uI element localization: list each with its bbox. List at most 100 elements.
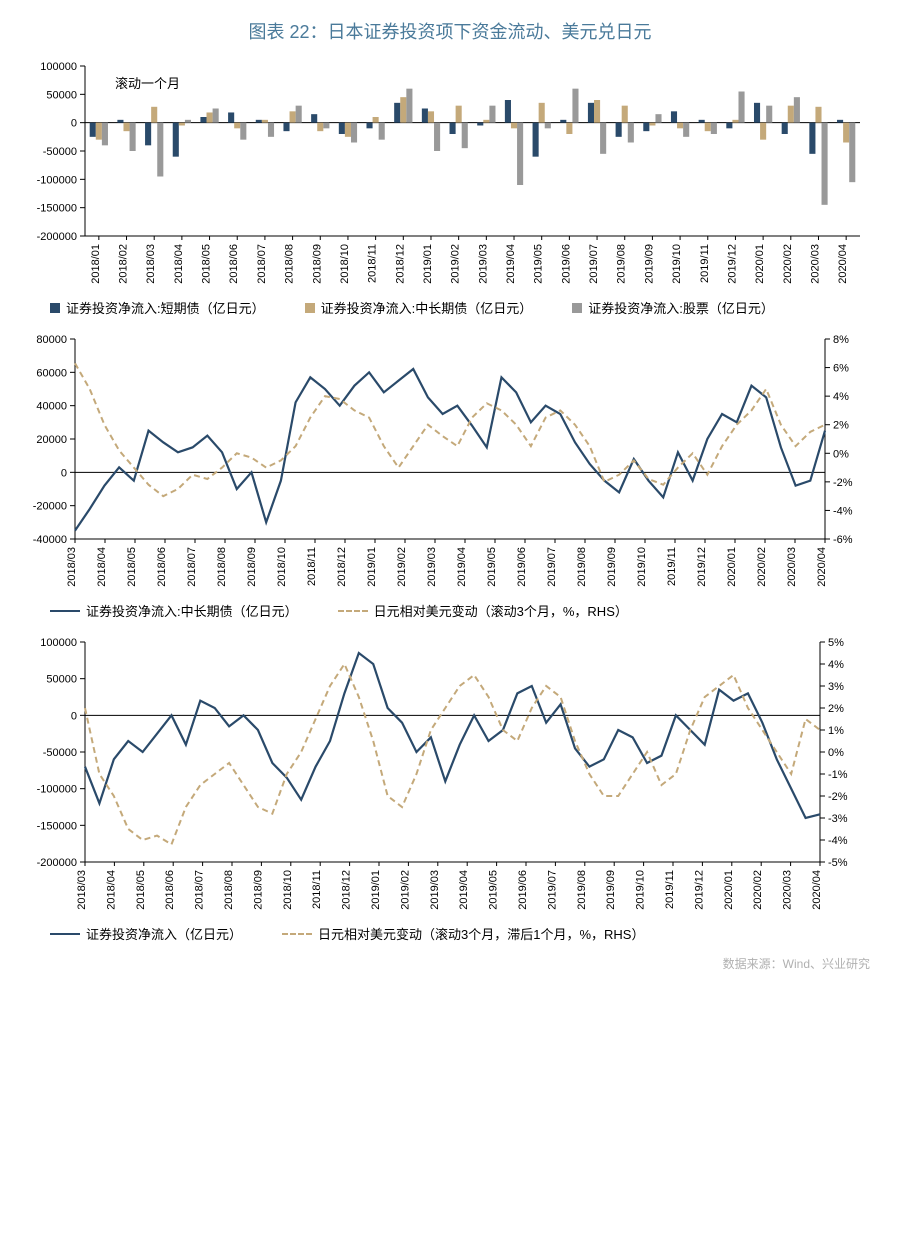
svg-text:-150000: -150000 bbox=[37, 820, 77, 832]
svg-text:2019/04: 2019/04 bbox=[458, 870, 470, 910]
legend-item: 证券投资净流入:中长期债（亿日元） bbox=[305, 298, 533, 317]
svg-text:2018/04: 2018/04 bbox=[173, 244, 185, 284]
svg-text:2019/07: 2019/07 bbox=[588, 244, 600, 284]
svg-text:100000: 100000 bbox=[40, 61, 77, 73]
svg-text:2018/10: 2018/10 bbox=[339, 244, 351, 284]
svg-text:2018/12: 2018/12 bbox=[336, 547, 348, 587]
svg-text:2019/06: 2019/06 bbox=[516, 547, 528, 587]
svg-text:2020/04: 2020/04 bbox=[811, 870, 823, 910]
svg-text:2019/02: 2019/02 bbox=[399, 870, 411, 910]
legend-item: 证券投资净流入（亿日元） bbox=[50, 924, 242, 943]
svg-text:2018/09: 2018/09 bbox=[311, 244, 323, 284]
svg-text:0: 0 bbox=[71, 118, 77, 130]
svg-text:2020/02: 2020/02 bbox=[756, 547, 768, 587]
svg-text:-3%: -3% bbox=[828, 813, 848, 825]
svg-text:2018/04: 2018/04 bbox=[96, 547, 108, 587]
svg-text:2018/07: 2018/07 bbox=[256, 244, 268, 284]
legend-item: 日元相对美元变动（滚动3个月，%，RHS） bbox=[338, 601, 628, 620]
svg-text:2018/03: 2018/03 bbox=[145, 244, 157, 284]
svg-text:滚动一个月: 滚动一个月 bbox=[115, 76, 180, 91]
svg-text:5%: 5% bbox=[828, 637, 844, 649]
chart2-legend: 证券投资净流入:中长期债（亿日元） 日元相对美元变动（滚动3个月，%，RHS） bbox=[10, 599, 890, 624]
svg-text:4%: 4% bbox=[833, 391, 849, 403]
svg-text:2019/12: 2019/12 bbox=[726, 244, 738, 284]
svg-text:-100000: -100000 bbox=[37, 784, 77, 796]
svg-text:50000: 50000 bbox=[46, 89, 77, 101]
svg-text:-4%: -4% bbox=[828, 835, 848, 847]
svg-text:2019/05: 2019/05 bbox=[533, 244, 545, 284]
legend-item: 证券投资净流入:短期债（亿日元） bbox=[50, 298, 265, 317]
svg-text:2018/08: 2018/08 bbox=[216, 547, 228, 587]
svg-text:2018/10: 2018/10 bbox=[276, 547, 288, 587]
svg-text:-200000: -200000 bbox=[37, 857, 77, 869]
svg-text:2020/03: 2020/03 bbox=[809, 244, 821, 284]
svg-text:3%: 3% bbox=[828, 681, 844, 693]
svg-text:2019/06: 2019/06 bbox=[517, 870, 529, 910]
svg-text:2019/08: 2019/08 bbox=[616, 244, 628, 284]
chart2-block: -40000-20000020000400006000080000-6%-4%-… bbox=[10, 329, 890, 624]
svg-text:2018/09: 2018/09 bbox=[252, 870, 264, 910]
legend-item: 日元相对美元变动（滚动3个月，滞后1个月，%，RHS） bbox=[282, 924, 644, 943]
svg-text:-4%: -4% bbox=[833, 505, 853, 517]
svg-text:2019/01: 2019/01 bbox=[366, 547, 378, 587]
svg-text:2020/04: 2020/04 bbox=[837, 244, 849, 284]
svg-text:2018/01: 2018/01 bbox=[90, 244, 102, 284]
svg-text:2019/09: 2019/09 bbox=[643, 244, 655, 284]
chart1-svg: 滚动一个月-200000-150000-100000-5000005000010… bbox=[10, 56, 870, 296]
svg-text:-20000: -20000 bbox=[33, 501, 67, 513]
svg-text:4%: 4% bbox=[828, 659, 844, 671]
svg-text:0%: 0% bbox=[828, 747, 844, 759]
svg-text:2020/03: 2020/03 bbox=[782, 870, 794, 910]
svg-text:2018/12: 2018/12 bbox=[394, 244, 406, 284]
svg-text:-5%: -5% bbox=[828, 857, 848, 869]
svg-text:2018/09: 2018/09 bbox=[246, 547, 258, 587]
svg-text:2019/05: 2019/05 bbox=[488, 870, 500, 910]
svg-text:2020/04: 2020/04 bbox=[816, 547, 828, 587]
svg-text:2018/11: 2018/11 bbox=[367, 244, 379, 283]
svg-text:2018/12: 2018/12 bbox=[341, 870, 353, 910]
svg-text:2018/05: 2018/05 bbox=[201, 244, 213, 284]
svg-text:2019/10: 2019/10 bbox=[671, 244, 683, 284]
chart3-block: -200000-150000-100000-50000050000100000-… bbox=[10, 632, 890, 947]
chart2-svg: -40000-20000020000400006000080000-6%-4%-… bbox=[10, 329, 870, 599]
svg-text:2020/01: 2020/01 bbox=[726, 547, 738, 587]
svg-text:-6%: -6% bbox=[833, 534, 853, 546]
svg-text:0: 0 bbox=[71, 710, 77, 722]
svg-text:2019/11: 2019/11 bbox=[666, 547, 678, 586]
chart1-block: 滚动一个月-200000-150000-100000-5000005000010… bbox=[10, 56, 890, 321]
svg-text:2018/04: 2018/04 bbox=[105, 870, 117, 910]
svg-text:-200000: -200000 bbox=[37, 231, 77, 243]
svg-text:80000: 80000 bbox=[36, 334, 67, 346]
svg-text:2020/02: 2020/02 bbox=[782, 244, 794, 284]
svg-text:2019/01: 2019/01 bbox=[370, 870, 382, 910]
svg-text:2018/02: 2018/02 bbox=[118, 244, 130, 284]
svg-text:2019/08: 2019/08 bbox=[576, 547, 588, 587]
svg-text:2019/07: 2019/07 bbox=[546, 547, 558, 587]
svg-text:1%: 1% bbox=[828, 725, 844, 737]
svg-text:20000: 20000 bbox=[36, 434, 67, 446]
svg-text:2020/02: 2020/02 bbox=[752, 870, 764, 910]
svg-text:2020/03: 2020/03 bbox=[786, 547, 798, 587]
svg-text:2019/04: 2019/04 bbox=[505, 244, 517, 284]
svg-text:-100000: -100000 bbox=[37, 174, 77, 186]
svg-text:2018/05: 2018/05 bbox=[135, 870, 147, 910]
svg-text:2018/08: 2018/08 bbox=[284, 244, 296, 284]
svg-text:2019/11: 2019/11 bbox=[664, 870, 676, 909]
svg-text:2019/12: 2019/12 bbox=[696, 547, 708, 587]
svg-text:0%: 0% bbox=[833, 448, 849, 460]
svg-text:6%: 6% bbox=[833, 363, 849, 375]
svg-text:2018/07: 2018/07 bbox=[194, 870, 206, 910]
svg-text:2019/10: 2019/10 bbox=[636, 547, 648, 587]
svg-text:2018/03: 2018/03 bbox=[66, 547, 78, 587]
legend-item: 证券投资净流入:中长期债（亿日元） bbox=[50, 601, 298, 620]
svg-text:2018/05: 2018/05 bbox=[126, 547, 138, 587]
chart1-legend: 证券投资净流入:短期债（亿日元）证券投资净流入:中长期债（亿日元）证券投资净流入… bbox=[10, 296, 890, 321]
svg-text:2019/05: 2019/05 bbox=[486, 547, 498, 587]
svg-text:2019/02: 2019/02 bbox=[396, 547, 408, 587]
svg-text:8%: 8% bbox=[833, 334, 849, 346]
svg-text:2018/03: 2018/03 bbox=[76, 870, 88, 910]
svg-text:40000: 40000 bbox=[36, 401, 67, 413]
svg-text:2019/09: 2019/09 bbox=[606, 547, 618, 587]
svg-text:2018/06: 2018/06 bbox=[228, 244, 240, 284]
svg-text:-2%: -2% bbox=[833, 477, 853, 489]
